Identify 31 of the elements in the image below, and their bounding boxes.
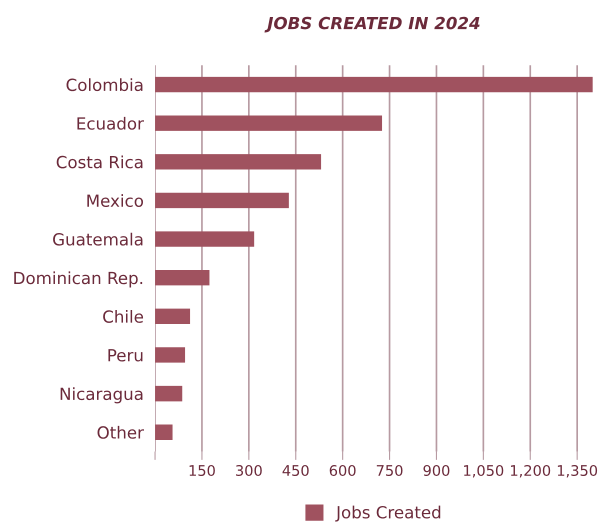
y-tick-label: Costa Rica bbox=[56, 155, 142, 168]
bar bbox=[155, 347, 186, 363]
bar bbox=[155, 231, 254, 247]
chart-title: JOBS CREATED IN 2024 bbox=[264, 16, 480, 32]
bar bbox=[155, 154, 322, 170]
x-tick-label: 900 bbox=[423, 464, 450, 476]
bar bbox=[155, 308, 190, 324]
y-tick-label: Dominican Rep. bbox=[14, 271, 142, 288]
y-tick-label: Chile bbox=[103, 310, 144, 323]
y-tick-label: Mexico bbox=[87, 194, 144, 208]
bar bbox=[155, 386, 182, 402]
x-tick-label: 1,050 bbox=[464, 464, 504, 478]
x-tick-label: 150 bbox=[190, 464, 215, 476]
x-tick-label: 1,200 bbox=[510, 464, 550, 478]
y-tick-label: Ecuador bbox=[77, 116, 144, 130]
bar bbox=[155, 76, 593, 92]
y-tick-label: Other bbox=[98, 426, 144, 439]
y-tick-label: Peru bbox=[108, 349, 142, 362]
x-tick-label: 600 bbox=[330, 464, 356, 476]
x-tick-label: 450 bbox=[282, 464, 309, 476]
y-tick-label: Nicaragua bbox=[60, 387, 142, 404]
bar bbox=[155, 270, 210, 286]
y-tick-label: Guatemala bbox=[53, 232, 142, 246]
bar bbox=[155, 192, 289, 208]
y-tick-label: Colombia bbox=[66, 78, 142, 92]
bar bbox=[155, 424, 173, 440]
x-tick-label: 1,350 bbox=[558, 464, 598, 478]
x-tick-label: 750 bbox=[376, 464, 403, 476]
bar bbox=[155, 115, 382, 131]
legend-label: Jobs Created bbox=[335, 506, 440, 522]
x-tick-label: 300 bbox=[236, 464, 262, 476]
